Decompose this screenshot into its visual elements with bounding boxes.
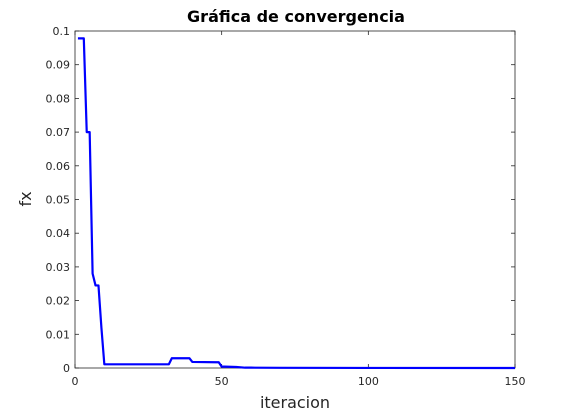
y-axis-ticks: 0 0.01 0.02 0.03 0.04 0.05 0.06 0.07 0.08 0.09 0.1: [46, 25, 515, 375]
y-tick-label: 0.1: [53, 25, 71, 38]
y-axis-label: fx: [16, 191, 35, 206]
y-tick-label: 0.06: [46, 160, 71, 173]
series-group: [77, 37, 516, 370]
chart-title: Gráfica de convergencia: [187, 7, 405, 26]
x-tick-label: 0: [72, 375, 79, 388]
y-tick-label: 0.08: [46, 92, 71, 105]
y-tick-label: 0.05: [46, 194, 71, 207]
x-axis-label: iteracion: [260, 393, 330, 412]
x-tick-label: 50: [215, 375, 229, 388]
x-axis-ticks: 0 50 100 150: [72, 31, 526, 388]
y-tick-label: 0.07: [46, 126, 71, 139]
y-tick-label: 0.03: [46, 261, 71, 274]
y-tick-label: 0.02: [46, 295, 71, 308]
y-tick-label: 0.01: [46, 328, 71, 341]
x-tick-label: 100: [358, 375, 379, 388]
x-tick-label: 150: [505, 375, 526, 388]
y-tick-label: 0.04: [46, 227, 71, 240]
series-line-fx: [77, 37, 516, 370]
y-tick-label: 0: [63, 362, 70, 375]
y-tick-label: 0.09: [46, 59, 71, 72]
